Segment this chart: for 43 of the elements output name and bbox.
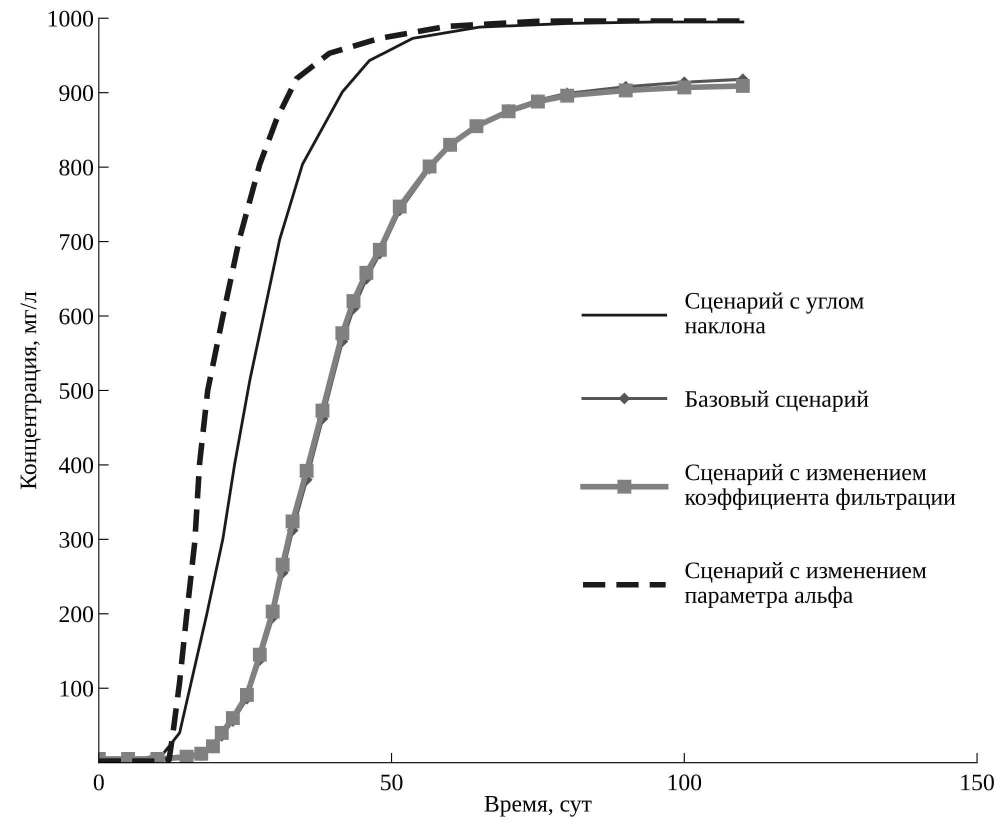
point	[359, 266, 374, 280]
y-tick-label: 900	[59, 85, 94, 102]
y-axis-title: Концентрация, мг/л	[20, 292, 42, 490]
y-tick-label: 1000	[48, 10, 94, 27]
y-tick-label: 600	[60, 308, 94, 324]
point	[530, 94, 545, 109]
point	[266, 604, 280, 619]
point	[677, 80, 692, 94]
y-tick-label: 200	[60, 606, 94, 622]
y-tick-label: 100	[60, 680, 94, 697]
x-axis-title: Время, сут	[484, 796, 592, 817]
point	[240, 688, 254, 702]
point	[618, 84, 633, 98]
point	[372, 242, 387, 257]
point	[206, 739, 220, 754]
point	[276, 558, 290, 572]
y-tick-label: 500	[60, 382, 94, 399]
legend-label: Базовый сценарий	[685, 390, 868, 412]
point	[300, 464, 314, 478]
legend-label: Сценарий с изменением коэффициента фильтрации	[684, 464, 956, 510]
point	[286, 514, 300, 528]
point	[346, 294, 360, 308]
y-tick-label: 800	[59, 160, 94, 176]
point	[560, 88, 574, 103]
y-tick-label: 400	[58, 457, 94, 474]
point	[335, 326, 350, 340]
x-tick-label: 0	[94, 774, 104, 790]
point	[180, 750, 194, 763]
point	[214, 726, 229, 740]
x-tick-label: 150	[961, 774, 994, 790]
point	[316, 404, 330, 418]
y-tick-label: 700	[60, 234, 94, 250]
point	[422, 159, 437, 174]
point	[502, 104, 516, 118]
y-tick-label: 300	[60, 532, 94, 548]
point	[226, 711, 240, 725]
legend-label: Сценарий с углом наклона	[684, 292, 864, 334]
point	[443, 138, 458, 152]
point	[392, 200, 407, 214]
x-tick-label: 50	[381, 774, 402, 790]
x-tick-label: 100	[668, 774, 702, 790]
legend-label: Сценарий с изменением параметра альфа	[684, 562, 926, 608]
point	[736, 79, 750, 93]
